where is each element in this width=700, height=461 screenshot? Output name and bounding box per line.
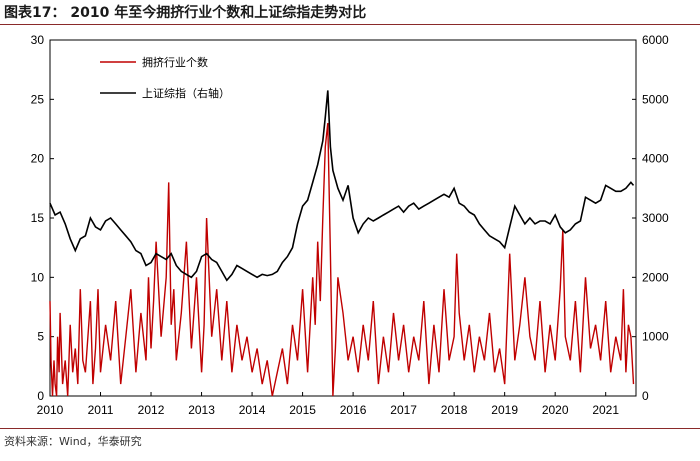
left-axis-tick: 10	[31, 270, 54, 284]
right-tick-label: 5000	[642, 92, 669, 106]
left-tick-label: 20	[31, 152, 45, 166]
x-tick-label: 2020	[542, 403, 569, 417]
x-axis-tick: 2015	[289, 392, 316, 417]
x-axis-tick: 2016	[340, 392, 367, 417]
right-axis-tick: 1000	[632, 330, 669, 344]
series-crowded-industries-line	[49, 123, 635, 397]
legend: 拥挤行业个数 上证综指（右轴）	[100, 55, 230, 100]
right-axis-tick: 3000	[632, 211, 669, 225]
right-axis: 0 1000 2000 3000 4000 5000 6000	[632, 33, 669, 403]
right-tick-label: 0	[642, 389, 649, 403]
left-axis-tick: 15	[31, 211, 54, 225]
left-axis-tick: 0	[37, 389, 54, 403]
x-axis: 2010 2011 2012 2013 2014 2015 2016 2017 2018 2019…	[37, 392, 619, 417]
legend-label-crowded: 拥挤行业个数	[142, 55, 208, 69]
left-axis-tick: 20	[31, 152, 54, 166]
source-note: 资料来源：Wind，华泰研究	[4, 435, 142, 448]
x-tick-label: 2015	[289, 403, 316, 417]
x-tick-label: 2010	[37, 403, 64, 417]
left-tick-label: 5	[37, 330, 44, 344]
x-tick-label: 2014	[239, 403, 266, 417]
right-tick-label: 4000	[642, 152, 669, 166]
left-tick-label: 30	[31, 33, 45, 47]
right-tick-label: 3000	[642, 211, 669, 225]
x-tick-label: 2013	[188, 403, 215, 417]
x-axis-tick: 2012	[138, 392, 165, 417]
x-axis-tick: 2021	[592, 392, 619, 417]
x-tick-label: 2016	[340, 403, 367, 417]
left-axis-tick: 30	[31, 33, 54, 47]
left-axis: 0 5 10 15 20 25 30	[31, 33, 54, 403]
right-axis-tick: 4000	[632, 152, 669, 166]
x-axis-tick: 2018	[441, 392, 468, 417]
legend-label-index: 上证综指（右轴）	[142, 86, 230, 100]
x-axis-tick: 2017	[390, 392, 417, 417]
left-tick-label: 15	[31, 211, 45, 225]
left-axis-tick: 25	[31, 92, 54, 106]
right-axis-tick: 6000	[632, 33, 669, 47]
right-axis-tick: 0	[632, 389, 649, 403]
x-axis-tick: 2014	[239, 392, 266, 417]
x-tick-label: 2017	[390, 403, 417, 417]
x-tick-label: 2021	[592, 403, 619, 417]
right-tick-label: 1000	[642, 330, 669, 344]
x-axis-tick: 2019	[491, 392, 518, 417]
left-axis-tick: 5	[37, 330, 54, 344]
x-tick-label: 2018	[441, 403, 468, 417]
right-axis-tick: 5000	[632, 92, 669, 106]
x-axis-tick: 2020	[542, 392, 569, 417]
right-tick-label: 6000	[642, 33, 669, 47]
left-tick-label: 10	[31, 270, 45, 284]
series-shanghai-index-line	[49, 90, 635, 282]
x-tick-label: 2012	[138, 403, 165, 417]
left-tick-label: 25	[31, 92, 45, 106]
source-rule	[0, 428, 700, 429]
figure-title: 图表17： 2010 年至今拥挤行业个数和上证综指走势对比	[4, 5, 367, 21]
x-tick-label: 2019	[491, 403, 518, 417]
right-axis-tick: 2000	[632, 270, 669, 284]
x-tick-label: 2011	[88, 403, 114, 417]
title-rule	[0, 24, 700, 25]
x-axis-tick: 2010	[37, 392, 64, 417]
left-tick-label: 0	[37, 389, 44, 403]
x-axis-tick: 2013	[188, 392, 215, 417]
right-tick-label: 2000	[642, 270, 669, 284]
x-axis-tick: 2011	[88, 392, 114, 417]
